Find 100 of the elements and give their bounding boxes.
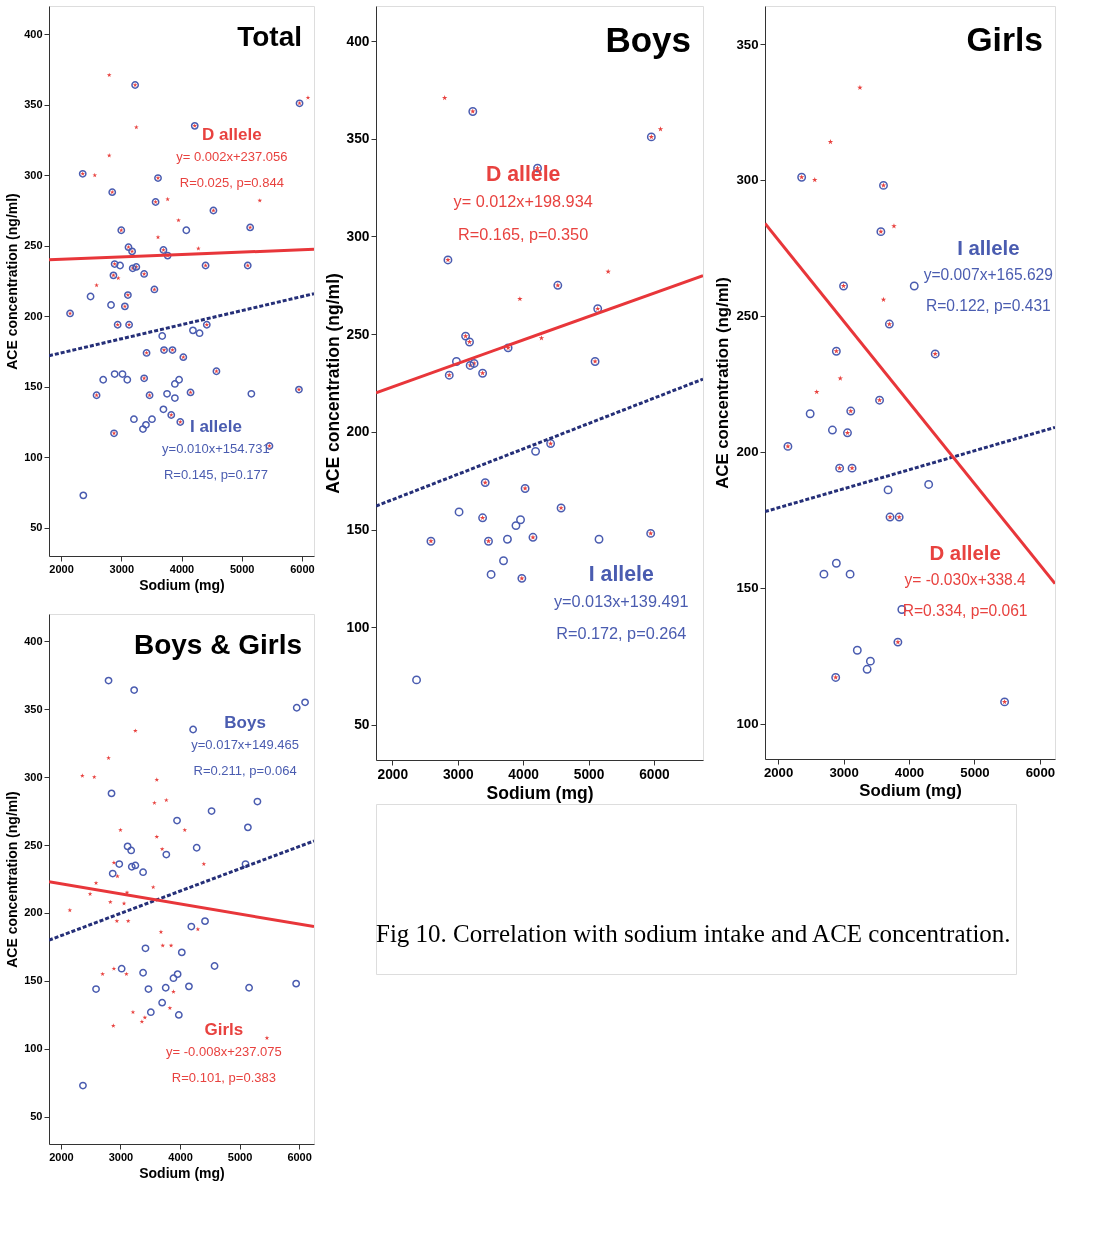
point: [130, 1009, 136, 1015]
series-label: D allele: [202, 125, 262, 144]
annotation: y= -0.030x+338.4: [904, 571, 1027, 589]
x-tick-label: 3000: [442, 766, 474, 782]
point: [241, 860, 250, 868]
x-tick-label: 6000: [287, 1150, 312, 1163]
point: [133, 728, 138, 733]
point: [819, 569, 829, 579]
series-label: D allele: [485, 162, 561, 187]
point: [139, 868, 147, 877]
y-tick-label: 200: [24, 309, 43, 322]
point: [92, 172, 98, 178]
annotation: R=0.101, p=0.383: [171, 1070, 276, 1086]
caption: Fig 10. Correlation with sodium intake and ACE concentration.: [376, 920, 1011, 947]
series-label: I allele: [588, 561, 654, 586]
point: [115, 860, 124, 868]
point: [173, 816, 181, 825]
y-tick-label: 350: [736, 36, 759, 52]
x-tick-label: 5000: [960, 764, 990, 780]
x-tick-label: 4000: [168, 1150, 193, 1163]
x-axis-title: Sodium (mg): [139, 576, 225, 593]
point: [171, 989, 176, 994]
y-axis-title: ACE concentration (ng/ml): [4, 791, 21, 968]
point: [141, 944, 150, 953]
x-tick-label: 5000: [229, 562, 255, 575]
point: [107, 789, 116, 798]
point: [253, 797, 262, 806]
point: [538, 335, 545, 341]
point: [187, 922, 196, 931]
point: [173, 970, 182, 979]
point: [805, 409, 815, 419]
chart-title: Girls: [966, 21, 1043, 58]
point: [243, 823, 252, 832]
point: [127, 846, 136, 855]
x-tick-label: 3000: [108, 1150, 134, 1163]
x-axis-title: Sodium (mg): [139, 1164, 225, 1181]
annotation: y=0.007x+165.629: [923, 266, 1053, 284]
chart-title: Boys: [605, 20, 691, 59]
point: [412, 675, 422, 685]
y-tick-label: 100: [24, 450, 43, 463]
y-tick-label: 150: [346, 522, 370, 537]
y-axis-title: ACE concentration (ng/ml): [713, 277, 733, 489]
point: [192, 843, 201, 852]
y-axis-title: ACE concentration (ng/ml): [322, 273, 343, 494]
point: [865, 656, 875, 666]
y-tick-label: 400: [24, 27, 43, 40]
x-tick-label: 5000: [227, 1150, 253, 1163]
point: [106, 72, 112, 78]
point: [862, 664, 872, 674]
x-tick-label: 3000: [109, 562, 135, 575]
annotation: R=0.122, p=0.431: [925, 297, 1051, 315]
point: [503, 534, 512, 544]
point: [511, 521, 521, 531]
text: Total: [237, 21, 302, 52]
point: [139, 968, 147, 977]
point: [163, 797, 169, 803]
y-tick-label: 200: [736, 444, 759, 460]
point: [185, 982, 193, 991]
y-tick-label: 200: [346, 424, 370, 440]
y-tick-label: 350: [346, 131, 370, 147]
point: [831, 558, 841, 568]
annotation: y= -0.008x+237.075: [166, 1044, 282, 1060]
y-tick-label: 50: [30, 1110, 43, 1123]
point: [517, 296, 523, 302]
point: [79, 1081, 87, 1090]
point: [169, 974, 178, 983]
y-tick-label: 150: [24, 380, 43, 393]
point: [130, 686, 139, 695]
x-tick-label: 3000: [829, 764, 859, 780]
y-tick-label: 250: [346, 326, 370, 342]
x-tick-label: 5000: [573, 766, 605, 782]
y-tick-label: 300: [346, 229, 370, 244]
point: [210, 962, 219, 970]
point: [162, 850, 171, 859]
point: [91, 774, 97, 780]
annotation: R=0.334, p=0.061: [902, 602, 1028, 620]
y-tick-label: 300: [736, 172, 759, 188]
annotation: R=0.172, p=0.264: [556, 624, 687, 643]
x-tick-label: 2000: [49, 562, 74, 575]
annotation: y= 0.002x+237.056: [176, 149, 288, 164]
point: [499, 556, 508, 566]
point: [924, 479, 934, 489]
point: [123, 842, 132, 851]
y-tick-label: 350: [24, 98, 43, 111]
series-label: D allele: [929, 542, 1001, 565]
annotation: y=0.010x+154.731: [162, 440, 270, 456]
point: [142, 1015, 148, 1020]
annotation: y=0.017x+149.465: [191, 736, 299, 752]
x-tick-label: 6000: [290, 562, 315, 575]
annotation: R=0.025, p=0.844: [179, 175, 284, 190]
y-axis-title: ACE concentration (ng/ml): [4, 193, 21, 370]
point: [158, 998, 167, 1007]
x-tick-label: 6000: [639, 766, 671, 782]
point: [301, 698, 309, 707]
point: [883, 485, 893, 495]
point: [115, 275, 121, 281]
point: [245, 983, 253, 992]
point: [813, 389, 820, 395]
y-tick-label: 300: [24, 168, 43, 181]
annotation: y=0.013x+139.491: [553, 591, 689, 610]
